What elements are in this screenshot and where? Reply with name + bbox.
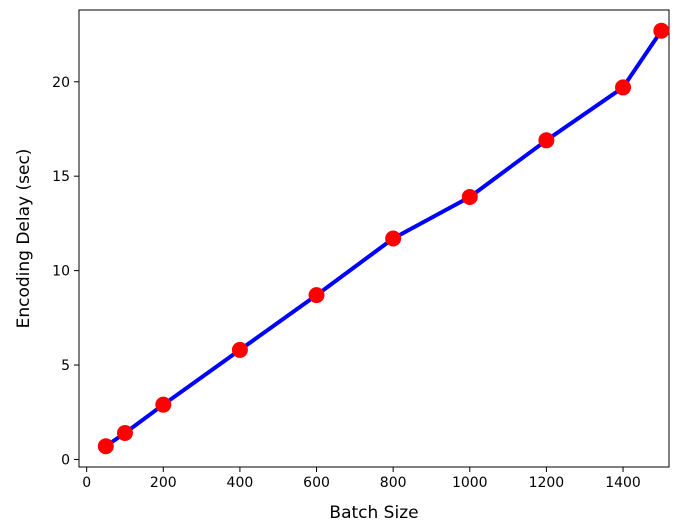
data-point (231, 341, 248, 358)
x-axis-label: Batch Size (329, 503, 418, 523)
y-tick-label: 10 (52, 264, 70, 280)
x-tick-label: 200 (150, 475, 177, 491)
x-tick-label: 0 (82, 475, 91, 491)
y-tick-label: 20 (52, 75, 70, 91)
series-group (97, 22, 670, 455)
x-tick-label: 1400 (605, 475, 641, 491)
x-tick-label: 1200 (529, 475, 565, 491)
y-tick-label: 15 (52, 169, 70, 185)
series-line (104, 29, 663, 448)
x-tick-label: 800 (380, 475, 407, 491)
x-tick-label: 1000 (452, 475, 488, 491)
data-point (538, 132, 555, 149)
data-point (308, 287, 325, 304)
y-axis-label: Encoding Delay (sec) (14, 149, 34, 329)
data-point (615, 79, 632, 96)
data-point (385, 230, 402, 247)
y-tick-label: 0 (61, 452, 70, 468)
y-tick-label: 5 (61, 358, 70, 374)
data-point (97, 438, 114, 455)
x-tick-label: 400 (227, 475, 254, 491)
data-point (461, 188, 478, 205)
y-axis: 0 5 10 15 20 (52, 75, 79, 468)
data-point (155, 396, 172, 413)
data-point (653, 22, 670, 39)
x-axis: 0 200 400 600 800 1000 1200 1400 (82, 467, 641, 491)
x-tick-label: 600 (303, 475, 330, 491)
plot-area (78, 9, 670, 468)
data-point (116, 425, 133, 442)
